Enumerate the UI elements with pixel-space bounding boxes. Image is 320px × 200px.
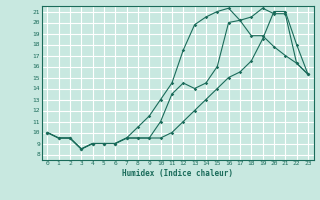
X-axis label: Humidex (Indice chaleur): Humidex (Indice chaleur): [122, 169, 233, 178]
